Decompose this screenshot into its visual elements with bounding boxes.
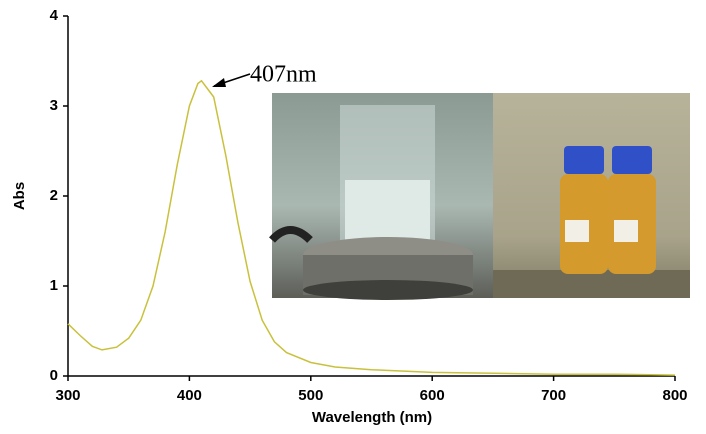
y-tick-label: 4 bbox=[50, 7, 59, 24]
x-tick-label: 800 bbox=[662, 387, 687, 404]
annotation: 407nm bbox=[250, 62, 317, 88]
x-tick-label: 500 bbox=[298, 387, 323, 404]
y-tick-label: 0 bbox=[50, 367, 58, 384]
x-axis-label: Wavelength (nm) bbox=[312, 409, 432, 426]
y-tick-label: 3 bbox=[50, 97, 58, 114]
y-axis-label: Abs bbox=[11, 182, 28, 210]
annotation-arrowhead bbox=[212, 78, 226, 87]
x-tick-label: 300 bbox=[55, 387, 80, 404]
x-tick-label: 600 bbox=[420, 387, 445, 404]
photo-right bbox=[493, 93, 690, 298]
chart: Abs Wavelength (nm) 407nm 0 1 2 3 4 300 400 500… bbox=[0, 0, 706, 434]
y-tick-label: 2 bbox=[50, 187, 58, 204]
x-tick-label: 400 bbox=[177, 387, 202, 404]
x-tick-label: 700 bbox=[541, 387, 566, 404]
photo-left bbox=[272, 93, 493, 300]
y-tick-label: 1 bbox=[50, 277, 58, 294]
